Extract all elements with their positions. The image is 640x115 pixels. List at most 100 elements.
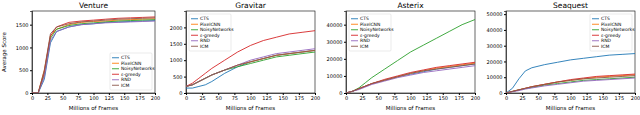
series-line xyxy=(506,76,635,93)
y-axis: 010000200003000040000 xyxy=(327,12,347,97)
legend-label: ε-greedy xyxy=(360,33,380,38)
legend-label: NoisyNetworks xyxy=(200,27,234,32)
x-tick-label: 50 xyxy=(536,95,542,101)
y-tick-mark xyxy=(184,93,186,94)
x-axis-title: Millions of Frames xyxy=(226,105,276,111)
x-tick: 150 xyxy=(278,93,288,101)
x-tick: 100 xyxy=(566,93,576,101)
y-tick-mark xyxy=(184,77,186,78)
panel: 0255075100125150175200010000200003000040… xyxy=(487,1,640,111)
y-tick-label: 1000 xyxy=(16,45,29,51)
series-line xyxy=(32,21,155,93)
legend-swatch xyxy=(592,18,599,19)
x-tick-label: 25 xyxy=(359,95,365,101)
y-tick-mark xyxy=(504,30,506,31)
series-line xyxy=(186,49,315,87)
legend-label: CTS xyxy=(121,55,130,60)
y-tick-label: 10000 xyxy=(487,74,503,80)
series-line xyxy=(186,31,315,87)
legend-label: NoisyNetworks xyxy=(121,66,155,71)
x-tick: 150 xyxy=(598,93,608,101)
legend-label: ε-greedy xyxy=(601,33,621,38)
x-tick: 175 xyxy=(135,93,145,101)
legend-label: PixelCNN xyxy=(360,22,380,27)
series-line xyxy=(506,75,635,93)
legend-label: RND xyxy=(200,38,210,43)
x-tick-label: 200 xyxy=(311,95,321,101)
x-tick: 100 xyxy=(406,93,416,101)
y-tick-mark xyxy=(504,77,506,78)
legend-box xyxy=(590,14,632,51)
legend-swatch xyxy=(351,18,358,19)
y-tick-label: 30000 xyxy=(487,43,503,49)
y-tick: 50000 xyxy=(487,11,506,17)
legend-swatch xyxy=(191,18,198,19)
y-axis: 050010001500 xyxy=(16,12,33,97)
y-tick-label: 40000 xyxy=(487,27,503,33)
x-tick: 175 xyxy=(295,93,305,101)
x-tick-label: 50 xyxy=(216,95,222,101)
legend: CTSPixelCNNNoisyNetworksε-greedyRNDICM xyxy=(110,53,155,90)
legend-label: PixelCNN xyxy=(121,61,141,66)
x-tick: 200 xyxy=(151,93,161,101)
x-tick: 175 xyxy=(615,93,625,101)
x-tick-label: 75 xyxy=(232,95,238,101)
y-tick: 10000 xyxy=(487,74,506,80)
x-axis: 0 25 50 75 100 125 150 175 200 xyxy=(505,93,640,101)
y-tick-mark xyxy=(504,61,506,62)
legend-swatch xyxy=(351,35,358,36)
legend: CTSPixelCNNNoisyNetworksε-greedyRNDICM xyxy=(590,14,635,51)
legend-swatch xyxy=(592,46,599,47)
y-tick-mark xyxy=(184,27,186,28)
plot-frame xyxy=(506,11,635,93)
y-tick-mark xyxy=(504,14,506,15)
x-tick-label: 75 xyxy=(552,95,558,101)
y-axis-line xyxy=(30,12,33,94)
x-tick-label: 200 xyxy=(631,95,640,101)
x-tick: 50 xyxy=(536,93,542,101)
legend-swatch xyxy=(112,74,119,75)
x-tick-label: 0 xyxy=(505,95,508,101)
x-tick: 125 xyxy=(262,93,272,101)
y-tick: 1000 xyxy=(170,57,186,63)
x-axis: 0255075100125150175200 xyxy=(345,93,480,101)
x-axis-title: Millions of Frames xyxy=(386,105,436,111)
y-axis-line xyxy=(344,12,347,94)
x-tick-label: 75 xyxy=(392,95,398,101)
y-tick-mark xyxy=(344,42,346,43)
legend-label: CTS xyxy=(601,16,610,21)
legend-label: PixelCNN xyxy=(200,22,220,27)
chart-title: Seaquest xyxy=(553,1,588,10)
y-tick-label: 30000 xyxy=(327,39,343,45)
legend-swatch xyxy=(191,40,198,41)
series-line xyxy=(32,21,155,93)
series-line xyxy=(346,20,475,93)
x-tick: 125 xyxy=(582,93,592,101)
y-tick: 2000 xyxy=(170,25,186,31)
x-tick-label: 125 xyxy=(422,95,432,101)
x-tick: 25 xyxy=(359,93,365,101)
y-tick: 0 xyxy=(499,90,506,96)
legend-swatch xyxy=(112,63,119,64)
y-axis: 0500100015002000 xyxy=(170,12,187,97)
y-tick: 1000 xyxy=(16,45,32,51)
x-tick-label: 75 xyxy=(75,95,81,101)
x-tick: 25 xyxy=(519,93,525,101)
legend-label: NoisyNetworks xyxy=(601,27,635,32)
series-line xyxy=(346,63,475,93)
y-tick-label: 0 xyxy=(499,90,502,96)
x-tick-label: 125 xyxy=(582,95,592,101)
y-tick: 30000 xyxy=(327,39,346,45)
legend-swatch xyxy=(351,24,358,25)
x-tick-label: 125 xyxy=(105,95,115,101)
x-tick-label: 150 xyxy=(438,95,448,101)
y-tick-mark xyxy=(184,60,186,61)
panel: 0255075100125150175200050010001500Ventur… xyxy=(1,1,160,111)
y-tick-label: 40000 xyxy=(327,22,343,28)
series-line xyxy=(506,54,635,93)
plot-frame xyxy=(186,11,315,93)
legend-box xyxy=(110,53,152,90)
series-line xyxy=(32,19,155,93)
x-tick: 150 xyxy=(438,93,448,101)
y-tick-mark xyxy=(344,59,346,60)
